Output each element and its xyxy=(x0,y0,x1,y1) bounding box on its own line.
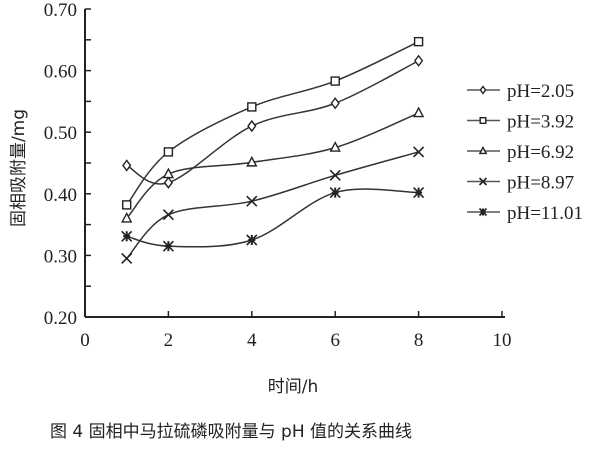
square-shape xyxy=(247,102,257,112)
legend-item: pH=3.92 xyxy=(467,112,574,133)
y-tick-label: 0.70 xyxy=(44,0,77,21)
legend: pH=2.05 pH=3.92 pH=6.92 pH=8.97 pH=11.01 xyxy=(467,81,583,224)
asterisk-marker xyxy=(162,240,174,252)
diamond-shape xyxy=(163,176,174,189)
diamond-marker xyxy=(163,176,174,189)
x-shape xyxy=(478,177,488,186)
x-shape xyxy=(329,169,341,181)
x-tick-label: 6 xyxy=(330,330,340,351)
triangle-shape xyxy=(329,141,341,152)
y-tick-label: 0.30 xyxy=(44,246,77,267)
triangle-shape xyxy=(478,146,488,155)
square-marker xyxy=(479,116,487,124)
diamond-shape xyxy=(330,97,340,110)
x-marker xyxy=(329,169,341,181)
series-line xyxy=(126,60,419,185)
asterisk-marker xyxy=(478,207,488,217)
square-shape xyxy=(121,200,132,210)
x-shape xyxy=(413,146,425,158)
triangle-shape xyxy=(162,167,175,179)
y-tick-label: 0.20 xyxy=(44,308,77,329)
asterisk-bar xyxy=(415,187,423,198)
x-tick-label: 0 xyxy=(80,330,90,351)
legend-item: pH=2.05 xyxy=(467,81,574,102)
series-x xyxy=(121,146,425,265)
asterisk-marker xyxy=(246,234,258,246)
asterisk-bar xyxy=(164,241,172,252)
triangle-marker xyxy=(246,155,258,167)
diamond-shape xyxy=(479,85,487,95)
legend-label: pH=3.92 xyxy=(507,112,574,133)
diamond-shape xyxy=(247,119,257,133)
legend-label: pH=8.97 xyxy=(507,173,574,194)
x-shape xyxy=(162,209,174,221)
x-axis-label: 时间/h xyxy=(268,377,319,397)
legend-item: pH=6.92 xyxy=(467,142,574,163)
series-diamond xyxy=(122,54,424,189)
x-shape xyxy=(246,195,258,207)
legend-item: pH=11.01 xyxy=(467,203,583,224)
square-marker xyxy=(163,147,174,157)
square-shape xyxy=(479,116,487,124)
x-tick-label: 2 xyxy=(164,330,174,351)
asterisk-bar xyxy=(480,208,486,216)
x-tick-label: 8 xyxy=(414,330,424,351)
square-shape xyxy=(163,147,174,157)
square-marker xyxy=(413,36,424,47)
asterisk-bar xyxy=(248,235,256,245)
x-tick-label: 4 xyxy=(247,330,257,351)
legend-label: pH=11.01 xyxy=(507,203,583,224)
x-tick-label: 10 xyxy=(493,330,512,351)
x-marker xyxy=(478,177,488,186)
square-shape xyxy=(413,36,424,47)
asterisk-bar xyxy=(123,231,131,242)
diamond-marker xyxy=(413,54,424,67)
figure-caption: 图 4 固相中马拉硫磷吸附量与 pH 值的关系曲线 xyxy=(50,422,412,442)
y-tick-label: 0.50 xyxy=(44,123,77,144)
legend-label: pH=2.05 xyxy=(507,81,574,102)
series-group xyxy=(121,36,425,265)
x-marker xyxy=(162,209,174,221)
series-line xyxy=(126,112,419,219)
x-shape xyxy=(121,252,133,265)
triangle-marker xyxy=(478,146,488,155)
diamond-marker xyxy=(247,119,257,133)
legend-label: pH=6.92 xyxy=(507,142,574,163)
square-marker xyxy=(247,102,257,112)
triangle-shape xyxy=(121,211,133,223)
diamond-marker xyxy=(330,97,340,110)
y-tick-label: 0.40 xyxy=(44,185,77,206)
asterisk-marker xyxy=(329,187,341,199)
triangle-shape xyxy=(412,106,425,118)
triangle-marker xyxy=(412,106,425,118)
square-marker xyxy=(121,200,132,210)
triangle-marker xyxy=(329,141,341,152)
square-marker xyxy=(330,76,340,86)
x-marker xyxy=(121,252,133,265)
diamond-marker xyxy=(479,85,487,95)
diamond-shape xyxy=(413,54,424,67)
asterisk-bar xyxy=(331,187,339,198)
legend-item: pH=8.97 xyxy=(467,173,574,194)
triangle-marker xyxy=(162,167,175,179)
x-marker xyxy=(246,195,258,207)
diamond-shape xyxy=(122,159,132,172)
asterisk-marker xyxy=(121,230,133,242)
series-triangle xyxy=(121,106,425,223)
series-square xyxy=(121,36,424,210)
y-tick-label: 0.60 xyxy=(44,62,77,83)
series-asterisk xyxy=(121,187,425,252)
y-axis-label: 固相吸附量/mg xyxy=(9,109,29,227)
triangle-shape xyxy=(246,155,258,167)
square-shape xyxy=(330,76,340,86)
triangle-marker xyxy=(121,211,133,223)
axes: 0.20 0.30 0.40 0.50 0.60 0.70 0 2 4 6 8 10 xyxy=(44,0,512,351)
diamond-marker xyxy=(122,159,132,172)
series-line xyxy=(126,151,419,259)
asterisk-marker xyxy=(413,187,425,199)
x-marker xyxy=(413,146,425,158)
